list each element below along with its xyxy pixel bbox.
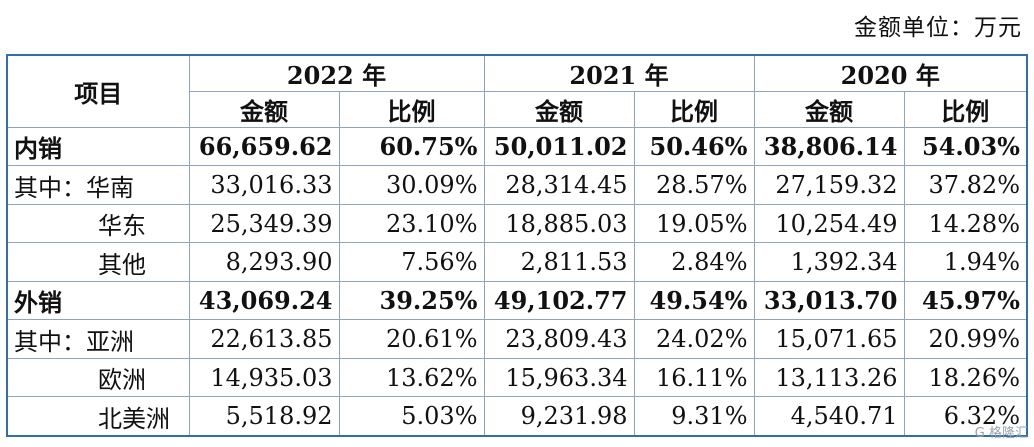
header-ratio: 比例 — [338, 91, 485, 128]
table-row: 其他 8,293.90 7.56% 2,811.53 2.84% 1,392.34 1.94… — [6, 242, 1028, 282]
header-year-2022: 2022 年 — [188, 54, 485, 92]
amount-cell: 4,540.71 — [753, 396, 905, 437]
amount-cell: 49,102.77 — [483, 280, 635, 321]
ratio-cell: 60.75% — [338, 126, 485, 167]
amount-cell: 15,963.34 — [483, 357, 635, 398]
amount-cell: 25,349.39 — [188, 203, 340, 244]
amount-cell: 13,113.26 — [753, 357, 905, 398]
table-row: 华东 25,349.39 23.10% 18,885.03 19.05% 10,254.4… — [6, 203, 1028, 244]
amount-cell: 18,885.03 — [483, 203, 635, 244]
amount-cell: 5,518.92 — [188, 396, 340, 437]
amount-cell: 33,016.33 — [188, 165, 340, 205]
ratio-cell: 13.62% — [338, 357, 485, 398]
amount-cell: 15,071.65 — [753, 319, 905, 359]
table-row: 外销 43,069.24 39.25% 49,102.77 49.54% 33,013.7… — [6, 280, 1028, 321]
table-row: 欧洲 14,935.03 13.62% 15,963.34 16.11% 13,113.2… — [6, 357, 1028, 398]
ratio-cell: 30.09% — [338, 165, 485, 205]
header-year-2021: 2021 年 — [483, 54, 755, 92]
ratio-cell: 14.28% — [903, 203, 1028, 244]
table-row: 内销 66,659.62 60.75% 50,011.02 50.46% 38,806.1… — [6, 126, 1028, 167]
amount-cell: 33,013.70 — [753, 280, 905, 321]
ratio-cell: 49.54% — [633, 280, 755, 321]
ratio-cell: 2.84% — [633, 242, 755, 282]
amount-cell: 43,069.24 — [188, 280, 340, 321]
ratio-cell: 23.10% — [338, 203, 485, 244]
ratio-cell: 6.32% — [903, 396, 1028, 437]
header-amount: 金额 — [483, 91, 635, 128]
header-row-years: 项目 2022 年 2021 年 2020 年 — [6, 54, 1028, 128]
header-item: 项目 — [6, 54, 190, 128]
header-year-2020: 2020 年 — [753, 54, 1028, 92]
amount-cell: 22,613.85 — [188, 319, 340, 359]
amount-cell: 50,011.02 — [483, 126, 635, 167]
ratio-cell: 1.94% — [903, 242, 1028, 282]
ratio-cell: 50.46% — [633, 126, 755, 167]
row-label: 外销 — [6, 280, 190, 321]
amount-cell: 27,159.32 — [753, 165, 905, 205]
ratio-cell: 37.82% — [903, 165, 1028, 205]
unit-label: 金额单位：万元 — [854, 15, 1022, 41]
header-ratio: 比例 — [903, 91, 1028, 128]
table-row: 北美洲 5,518.92 5.03% 9,231.98 9.31% 4,540.71 6.3… — [6, 396, 1028, 437]
amount-cell: 2,811.53 — [483, 242, 635, 282]
ratio-cell: 39.25% — [338, 280, 485, 321]
table-row: 其中：亚洲 22,613.85 20.61% 23,809.43 24.02% 15,07… — [6, 319, 1028, 359]
amount-cell: 66,659.62 — [188, 126, 340, 167]
ratio-cell: 7.56% — [338, 242, 485, 282]
ratio-cell: 19.05% — [633, 203, 755, 244]
header-amount: 金额 — [188, 91, 340, 128]
amount-cell: 28,314.45 — [483, 165, 635, 205]
ratio-cell: 28.57% — [633, 165, 755, 205]
sales-table: 项目 2022 年 2021 年 2020 年 金额 比例 金额 比例 金额 比… — [6, 54, 1028, 437]
amount-cell: 10,254.49 — [753, 203, 905, 244]
ratio-cell: 18.26% — [903, 357, 1028, 398]
amount-cell: 8,293.90 — [188, 242, 340, 282]
row-label: 其中：华南 — [6, 165, 190, 205]
table-row: 其中：华南 33,016.33 30.09% 28,314.45 28.57% 27,15… — [6, 165, 1028, 205]
amount-cell: 14,935.03 — [188, 357, 340, 398]
ratio-cell: 20.61% — [338, 319, 485, 359]
ratio-cell: 24.02% — [633, 319, 755, 359]
header-ratio: 比例 — [633, 91, 755, 128]
ratio-cell: 20.99% — [903, 319, 1028, 359]
ratio-cell: 45.97% — [903, 280, 1028, 321]
amount-cell: 1,392.34 — [753, 242, 905, 282]
amount-cell: 23,809.43 — [483, 319, 635, 359]
row-label: 其中：亚洲 — [6, 319, 190, 359]
row-label: 华东 — [6, 203, 190, 244]
row-label: 北美洲 — [6, 396, 190, 437]
header-amount: 金额 — [753, 91, 905, 128]
row-label: 内销 — [6, 126, 190, 167]
ratio-cell: 16.11% — [633, 357, 755, 398]
row-label: 欧洲 — [6, 357, 190, 398]
ratio-cell: 9.31% — [633, 396, 755, 437]
amount-cell: 38,806.14 — [753, 126, 905, 167]
watermark-logo: G 格隆汇 — [974, 426, 1028, 441]
amount-cell: 9,231.98 — [483, 396, 635, 437]
row-label: 其他 — [6, 242, 190, 282]
ratio-cell: 5.03% — [338, 396, 485, 437]
ratio-cell: 54.03% — [903, 126, 1028, 167]
